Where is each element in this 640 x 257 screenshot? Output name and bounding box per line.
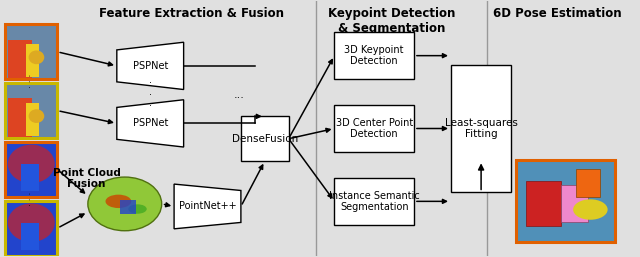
Bar [21, 164, 39, 191]
Bar [5, 83, 58, 138]
Bar [5, 201, 58, 256]
Bar [21, 223, 39, 250]
Bar [8, 40, 32, 78]
Bar [335, 105, 414, 152]
Text: Feature Extraction & Fusion: Feature Extraction & Fusion [99, 7, 284, 20]
Ellipse shape [128, 204, 147, 214]
Ellipse shape [29, 50, 44, 64]
Bar [26, 44, 39, 77]
Ellipse shape [8, 145, 54, 183]
Polygon shape [117, 100, 184, 147]
Ellipse shape [106, 195, 131, 208]
Text: PSPNet: PSPNet [132, 118, 168, 128]
Text: ...: ... [234, 90, 244, 100]
Ellipse shape [88, 177, 162, 231]
Text: Point Cloud
Fusion: Point Cloud Fusion [52, 168, 120, 189]
Text: Least-squares
Fitting: Least-squares Fitting [445, 118, 518, 139]
Ellipse shape [8, 204, 54, 242]
Bar [575, 169, 600, 197]
Bar [335, 32, 414, 79]
Ellipse shape [29, 109, 44, 123]
Text: PointNet++: PointNet++ [179, 201, 236, 212]
Text: 3D Center Point
Detection: 3D Center Point Detection [335, 118, 413, 139]
Text: Instance Semantic
Segmentation: Instance Semantic Segmentation [329, 190, 420, 212]
Bar [516, 160, 615, 242]
Text: Keypoint Detection
& Segmentation: Keypoint Detection & Segmentation [328, 7, 456, 35]
Text: 3D Keypoint
Detection: 3D Keypoint Detection [344, 45, 404, 67]
Polygon shape [117, 42, 184, 89]
Bar [561, 185, 588, 222]
Ellipse shape [573, 199, 607, 220]
Bar [241, 116, 289, 161]
Bar [335, 178, 414, 225]
Polygon shape [174, 184, 241, 229]
Text: PSPNet: PSPNet [132, 61, 168, 71]
Bar [5, 24, 58, 79]
Text: DenseFusion: DenseFusion [232, 134, 298, 144]
Bar [26, 103, 39, 135]
Bar [526, 181, 561, 226]
Text: ·
·
·: · · · [148, 78, 152, 111]
Text: 6D Pose Estimation: 6D Pose Estimation [493, 7, 622, 20]
Bar [120, 200, 136, 214]
Text: · · ·: · · · [27, 192, 36, 206]
Text: · · ·: · · · [27, 74, 36, 88]
Bar [8, 98, 32, 137]
Bar [451, 65, 511, 192]
Bar [5, 142, 58, 197]
